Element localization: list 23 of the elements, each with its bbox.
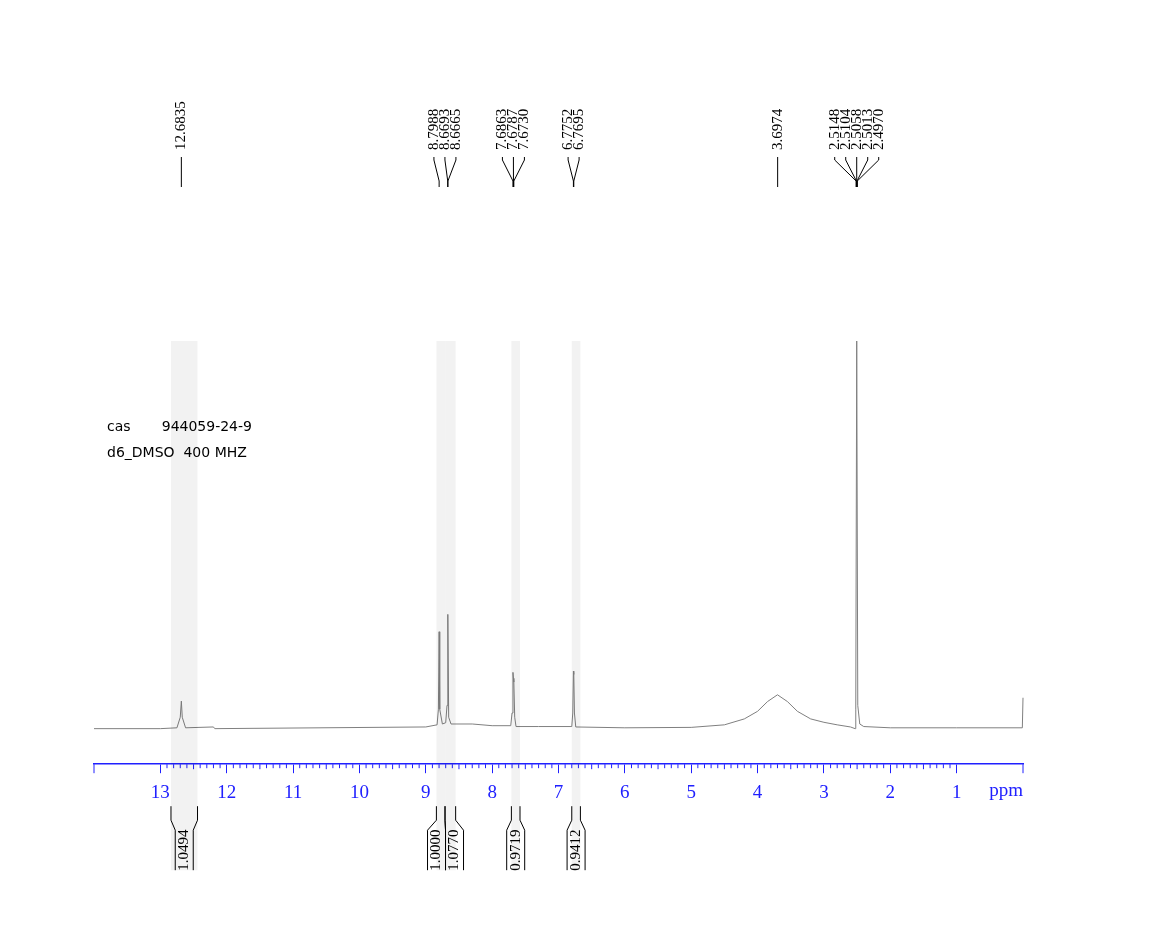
x-tick-label: 4 (752, 780, 763, 802)
x-tick-label: 9 (421, 780, 431, 802)
band-label: 0.9719 (506, 829, 523, 871)
x-tick-label: 7 (553, 780, 564, 802)
x-tick-label: 3 (819, 780, 829, 802)
x-tick-label: 11 (283, 780, 303, 802)
x-tick-label: 13 (150, 780, 170, 802)
x-tick-label: 10 (349, 780, 369, 802)
annotation: d6_DMSO 400 MHZ (107, 443, 247, 460)
x-tick-label: 1 (951, 780, 962, 802)
annotation: 3.6974 (768, 108, 785, 150)
band-label: 1.0000 (427, 829, 444, 871)
band-label: 1.0494 (175, 829, 192, 871)
annotation: 12.6835 (172, 101, 189, 150)
x-axis-title: ppm (989, 779, 1024, 801)
x-tick-label: 6 (620, 780, 630, 802)
x-tick-label: 8 (487, 780, 497, 802)
x-tick-label: 12 (217, 780, 237, 802)
band-label: 0.9412 (567, 829, 584, 871)
x-tick-label: 2 (885, 780, 896, 802)
annotation: cas 944059-24-9 (107, 417, 252, 434)
x-tick-label: 5 (686, 780, 696, 802)
band-label: 1.0770 (445, 829, 462, 871)
